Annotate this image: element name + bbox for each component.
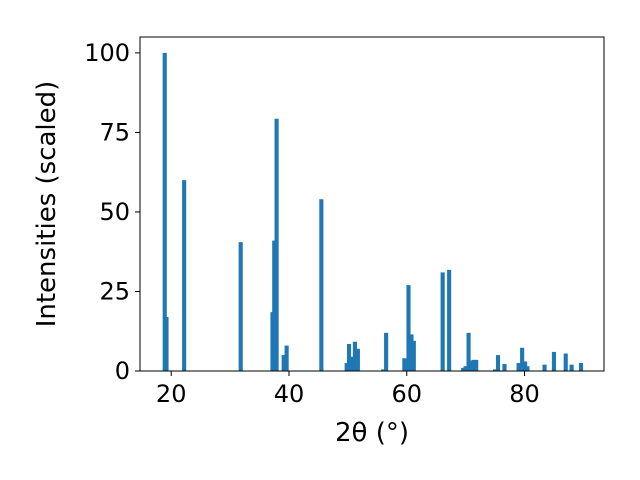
y-axis-label: Intensities (scaled) bbox=[32, 81, 62, 328]
bar-series bbox=[162, 52, 584, 372]
bar bbox=[402, 358, 407, 371]
bar bbox=[238, 242, 243, 371]
x-tick-label: 80 bbox=[509, 380, 540, 408]
bar bbox=[182, 180, 187, 371]
bar bbox=[447, 269, 452, 371]
bar bbox=[525, 366, 530, 371]
x-tick-label: 40 bbox=[274, 380, 305, 408]
bar bbox=[493, 369, 498, 371]
bar bbox=[542, 364, 547, 371]
bar bbox=[272, 240, 277, 371]
bar bbox=[516, 363, 521, 371]
bar bbox=[474, 359, 479, 371]
y-tick-label: 75 bbox=[99, 118, 130, 146]
bar bbox=[495, 355, 501, 371]
bar bbox=[551, 351, 557, 371]
bar bbox=[164, 316, 169, 371]
bar bbox=[406, 285, 411, 371]
bar bbox=[411, 340, 416, 371]
bar bbox=[352, 341, 357, 371]
y-tick-label: 0 bbox=[115, 357, 130, 385]
bar bbox=[578, 363, 584, 371]
bar bbox=[463, 366, 468, 371]
bar bbox=[349, 356, 354, 371]
bar bbox=[440, 272, 445, 371]
y-axis-ticks: 0 25 50 75 100 bbox=[84, 39, 140, 385]
y-tick-label: 25 bbox=[99, 277, 130, 305]
y-tick-label: 50 bbox=[99, 198, 130, 226]
x-tick-label: 60 bbox=[391, 380, 422, 408]
bar bbox=[523, 361, 528, 371]
bar bbox=[162, 52, 167, 372]
bar bbox=[355, 348, 360, 371]
bar bbox=[466, 332, 471, 371]
x-tick-label: 20 bbox=[156, 380, 187, 408]
bar bbox=[409, 334, 414, 371]
bar bbox=[469, 360, 474, 371]
x-axis-label: 2θ (°) bbox=[335, 418, 409, 448]
bar bbox=[502, 364, 507, 371]
bar bbox=[381, 369, 386, 371]
bar bbox=[384, 332, 389, 371]
bar bbox=[319, 199, 324, 371]
bar bbox=[346, 343, 352, 371]
x-axis-ticks: 20 40 60 80 bbox=[156, 371, 540, 408]
bar bbox=[569, 364, 574, 371]
y-tick-label: 100 bbox=[84, 39, 130, 67]
plot-frame bbox=[139, 36, 605, 372]
bar bbox=[461, 367, 466, 371]
bar bbox=[344, 363, 349, 371]
bar bbox=[471, 359, 476, 371]
bar bbox=[284, 345, 289, 371]
bar bbox=[520, 347, 525, 371]
bar bbox=[274, 118, 279, 371]
bar bbox=[281, 355, 286, 371]
bar bbox=[563, 353, 568, 371]
